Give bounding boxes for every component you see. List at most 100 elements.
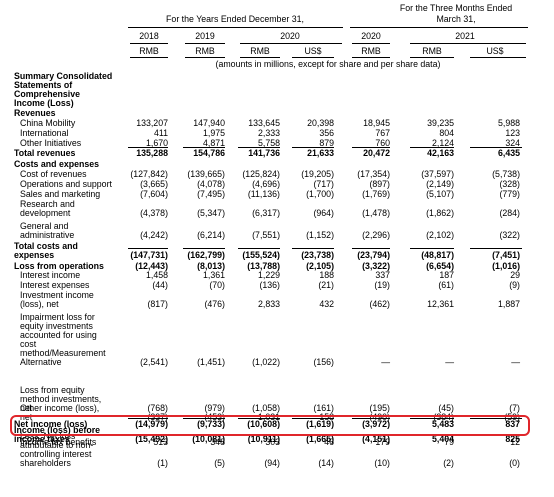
table-cell: 2,833	[257, 299, 280, 309]
net-income-highlight	[10, 415, 530, 436]
table-cell: (0)	[509, 458, 520, 468]
table-cell: (1,619)	[306, 419, 334, 429]
table-cell: 147,940	[193, 118, 225, 128]
table-cell: (17,354)	[357, 169, 390, 179]
currency-header: RMB	[139, 46, 159, 56]
table-cell: (8,013)	[197, 261, 225, 271]
table-cell: 337	[375, 270, 390, 280]
table-cell: (1)	[157, 458, 168, 468]
table-cell: 141,736	[248, 148, 280, 158]
table-cell: (10,911)	[247, 434, 280, 444]
row-label: Cost of revenues	[20, 169, 87, 179]
row-label: (loss), net	[20, 299, 59, 309]
row-label: Loss from operations	[14, 261, 104, 271]
row-label: Income tax benefits	[20, 437, 97, 447]
table-cell: 133,645	[248, 118, 280, 128]
row-label: method investments,	[20, 394, 102, 404]
table-cell: 46	[324, 437, 334, 447]
table-cell: (5,347)	[197, 208, 225, 218]
table-cell: 188	[319, 270, 334, 280]
table-cell: 135,288	[136, 148, 168, 158]
table-cell: 432	[319, 299, 334, 309]
table-cell: (23,738)	[301, 250, 334, 260]
table-cell: 79	[444, 437, 454, 447]
table-cell: (2,105)	[306, 261, 334, 271]
table-cell: (127,842)	[130, 169, 168, 179]
row-label: administrative	[20, 230, 75, 240]
table-cell: 12,361	[427, 299, 454, 309]
table-cell: (1,058)	[252, 403, 280, 413]
table-cell: 1,031	[257, 412, 280, 422]
table-cell: —	[381, 357, 390, 367]
table-cell: (94)	[264, 458, 280, 468]
row-label: Other income (loss),	[20, 403, 100, 413]
table-cell: (162,799)	[187, 250, 225, 260]
table-cell: 1,458	[145, 270, 168, 280]
table-cell: (4,151)	[362, 434, 390, 444]
quarter-group-header-line2: March 31,	[436, 14, 476, 24]
year-2019-header: 2019	[195, 31, 215, 41]
table-cell: (717)	[313, 179, 334, 189]
table-cell: (7,551)	[252, 230, 280, 240]
table-cell: (147,731)	[130, 250, 168, 260]
table-cell: (156)	[313, 357, 334, 367]
table-cell: (3,972)	[362, 419, 390, 429]
table-cell: (7)	[509, 403, 520, 413]
table-cell: (3,665)	[140, 179, 168, 189]
row-label: Revenues	[14, 108, 56, 118]
table-cell: (453)	[204, 412, 225, 422]
table-cell: 5,404	[431, 434, 454, 444]
row-label: Operations and support	[20, 179, 112, 189]
table-cell: (284)	[499, 208, 520, 218]
currency-header: RMB	[195, 46, 215, 56]
table-cell: 879	[319, 138, 334, 148]
row-label: net	[20, 412, 33, 422]
row-label: Research and	[20, 199, 75, 209]
table-cell: 825	[505, 434, 520, 444]
table-cell: 20,398	[307, 118, 334, 128]
row-label: Other Initiatives	[20, 138, 82, 148]
table-cell: (1,478)	[362, 208, 390, 218]
table-cell: (10)	[374, 458, 390, 468]
table-cell: (15,492)	[135, 434, 168, 444]
table-cell: 18,945	[363, 118, 390, 128]
row-label: Investment income	[20, 290, 94, 300]
table-cell: 513	[153, 437, 168, 447]
table-cell: 356	[319, 128, 334, 138]
table-cell: (2,296)	[362, 230, 390, 240]
table-cell: (462)	[369, 299, 390, 309]
table-cell: (5,738)	[492, 169, 520, 179]
row-label: accounted for using	[20, 330, 97, 340]
table-cell: (979)	[204, 403, 225, 413]
row-label: income taxes	[14, 434, 70, 444]
table-cell: 2,124	[431, 138, 454, 148]
row-label: net	[20, 403, 33, 413]
row-label: General and	[20, 221, 69, 231]
year-2018-header: 2018	[139, 31, 159, 41]
table-cell: 29	[510, 270, 520, 280]
table-cell: (384)	[433, 412, 454, 422]
table-cell: (476)	[204, 299, 225, 309]
table-cell: (195)	[369, 403, 390, 413]
table-cell: (768)	[147, 403, 168, 413]
table-cell: (45)	[438, 403, 454, 413]
row-label: shareholders	[20, 458, 71, 468]
row-label: Alternative	[20, 357, 62, 367]
row-label: Interest income	[20, 270, 81, 280]
table-cell: (1,451)	[197, 357, 225, 367]
q-2020-header: 2020	[361, 31, 381, 41]
table-cell: (3,322)	[362, 261, 390, 271]
table-cell: 1,361	[202, 270, 225, 280]
table-cell: (21)	[318, 280, 334, 290]
table-cell: (2,541)	[140, 357, 168, 367]
table-cell: (11,136)	[247, 189, 280, 199]
quarter-group-header-line1: For the Three Months Ended	[399, 3, 513, 13]
table-cell: (125,824)	[242, 169, 280, 179]
table-cell: (7,495)	[197, 189, 225, 199]
table-cell: (12,443)	[135, 261, 168, 271]
table-cell: 12	[510, 437, 520, 447]
table-cell: 42,163	[427, 148, 454, 158]
row-label: method/Measurement	[20, 348, 106, 358]
table-cell: (9)	[509, 280, 520, 290]
table-cell: (4,078)	[197, 179, 225, 189]
